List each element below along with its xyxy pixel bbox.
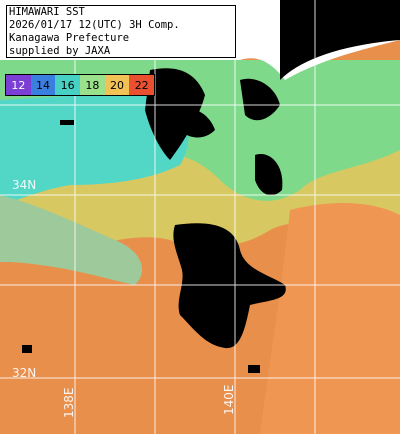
land-north: [280, 0, 400, 80]
land-miura: [145, 68, 205, 160]
color-legend: 12 14 16 18 20 22: [5, 74, 155, 96]
bay-water: [0, 90, 189, 205]
land-patch: [180, 108, 215, 138]
island-small: [248, 365, 260, 373]
cold-filament: [0, 195, 143, 285]
legend-item-16: 16: [55, 75, 81, 95]
timestamp-line: 2026/01/17 12(UTC) 3H Comp.: [9, 19, 180, 31]
region-line: Kanagawa Prefecture: [9, 32, 130, 44]
legend-item-14: 14: [30, 75, 56, 95]
island-small: [60, 120, 74, 125]
warm-current: [260, 203, 400, 434]
island-small: [22, 345, 32, 353]
legend-item-12: 12: [6, 75, 31, 95]
legend-item-18: 18: [80, 75, 105, 95]
legend-item-22: 22: [129, 75, 155, 95]
island-small: [268, 166, 278, 176]
land-boso: [240, 78, 280, 121]
lon-label-140e: 140E: [222, 384, 236, 416]
legend-item-20: 20: [104, 75, 130, 95]
land-izu-islands: [173, 223, 286, 349]
info-box: HIMAWARI SST 2026/01/17 12(UTC) 3H Comp.…: [6, 5, 236, 58]
lat-label-34n: 34N: [12, 178, 37, 192]
source-line: supplied by JAXA: [9, 45, 111, 57]
title-line: HIMAWARI SST: [9, 6, 85, 18]
lat-label-32n: 32N: [12, 366, 37, 380]
lon-label-138e: 138E: [62, 387, 76, 419]
